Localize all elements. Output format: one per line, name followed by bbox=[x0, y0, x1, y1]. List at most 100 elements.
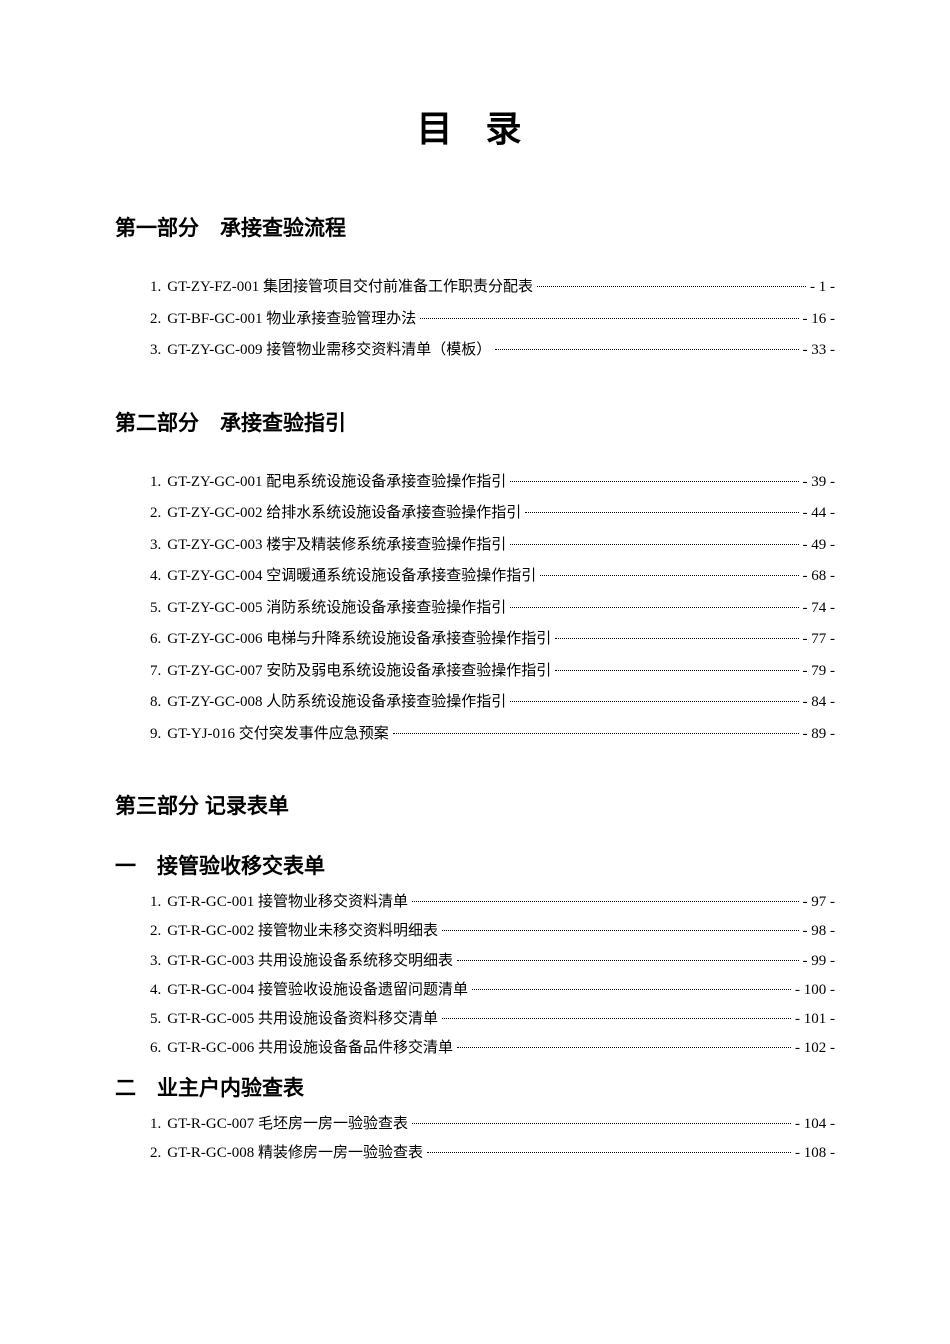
toc-text: GT-ZY-GC-006 电梯与升降系统设施设备承接查验操作指引 bbox=[167, 624, 551, 656]
toc-text: GT-R-GC-003 共用设施设备系统移交明细表 bbox=[167, 947, 453, 976]
toc-num: 2. bbox=[150, 498, 161, 530]
toc-dots bbox=[510, 481, 798, 482]
toc-dots bbox=[510, 544, 798, 545]
toc-text: GT-ZY-GC-008 人防系统设施设备承接查验操作指引 bbox=[167, 687, 506, 719]
toc-text: GT-BF-GC-001 物业承接查验管理办法 bbox=[167, 304, 416, 336]
toc-text: GT-R-GC-007 毛坯房一房一验验查表 bbox=[167, 1110, 408, 1139]
toc-item: 6. GT-R-GC-006 共用设施设备备品件移交清单 - 102 - bbox=[150, 1034, 835, 1063]
toc-dots bbox=[393, 733, 799, 734]
toc-dots bbox=[540, 575, 798, 576]
toc-dots bbox=[525, 512, 798, 513]
toc-text: GT-ZY-GC-009 接管物业需移交资料清单（模板） bbox=[167, 335, 491, 367]
toc-num: 1. bbox=[150, 888, 161, 917]
toc-dots bbox=[537, 286, 806, 287]
toc-page: - 79 - bbox=[803, 656, 836, 688]
toc-num: 1. bbox=[150, 272, 161, 304]
toc-item: 3. GT-ZY-GC-009 接管物业需移交资料清单（模板） - 33 - bbox=[150, 335, 835, 367]
toc-num: 6. bbox=[150, 1034, 161, 1063]
toc-item: 1. GT-R-GC-001 接管物业移交资料清单 - 97 - bbox=[150, 888, 835, 917]
toc-dots bbox=[457, 960, 799, 961]
section1-heading: 第一部分 承接查验流程 bbox=[115, 212, 835, 242]
toc-item: 6. GT-ZY-GC-006 电梯与升降系统设施设备承接查验操作指引 - 77… bbox=[150, 624, 835, 656]
page-title: 目 录 bbox=[115, 100, 835, 152]
toc-item: 3. GT-R-GC-003 共用设施设备系统移交明细表 - 99 - bbox=[150, 947, 835, 976]
toc-text: GT-ZY-GC-002 给排水系统设施设备承接查验操作指引 bbox=[167, 498, 521, 530]
toc-page: - 99 - bbox=[803, 947, 836, 976]
toc-text: GT-R-GC-005 共用设施设备资料移交清单 bbox=[167, 1005, 438, 1034]
toc-page: - 74 - bbox=[803, 593, 836, 625]
toc-item: 3. GT-ZY-GC-003 楼宇及精装修系统承接查验操作指引 - 49 - bbox=[150, 530, 835, 562]
toc-dots bbox=[442, 930, 799, 931]
toc-item: 4. GT-ZY-GC-004 空调暖通系统设施设备承接查验操作指引 - 68 … bbox=[150, 561, 835, 593]
toc-item: 7. GT-ZY-GC-007 安防及弱电系统设施设备承接查验操作指引 - 79… bbox=[150, 656, 835, 688]
section3-sub2-list: 1. GT-R-GC-007 毛坯房一房一验验查表 - 104 - 2. GT-… bbox=[115, 1110, 835, 1169]
toc-dots bbox=[555, 638, 798, 639]
toc-num: 8. bbox=[150, 687, 161, 719]
toc-text: GT-ZY-GC-001 配电系统设施设备承接查验操作指引 bbox=[167, 467, 506, 499]
toc-text: GT-ZY-GC-004 空调暖通系统设施设备承接查验操作指引 bbox=[167, 561, 536, 593]
toc-num: 7. bbox=[150, 656, 161, 688]
toc-num: 4. bbox=[150, 561, 161, 593]
toc-page: - 100 - bbox=[795, 976, 835, 1005]
toc-dots bbox=[495, 349, 798, 350]
toc-dots bbox=[420, 318, 798, 319]
toc-text: GT-ZY-FZ-001 集团接管项目交付前准备工作职责分配表 bbox=[167, 272, 533, 304]
toc-item: 1. GT-R-GC-007 毛坯房一房一验验查表 - 104 - bbox=[150, 1110, 835, 1139]
toc-item: 2. GT-R-GC-008 精装修房一房一验验查表 - 108 - bbox=[150, 1139, 835, 1168]
toc-text: GT-ZY-GC-005 消防系统设施设备承接查验操作指引 bbox=[167, 593, 506, 625]
toc-item: 1. GT-ZY-GC-001 配电系统设施设备承接查验操作指引 - 39 - bbox=[150, 467, 835, 499]
toc-num: 3. bbox=[150, 530, 161, 562]
toc-page: - 39 - bbox=[803, 467, 836, 499]
toc-text: GT-YJ-016 交付突发事件应急预案 bbox=[167, 719, 389, 751]
toc-num: 3. bbox=[150, 947, 161, 976]
toc-text: GT-R-GC-008 精装修房一房一验验查表 bbox=[167, 1139, 423, 1168]
toc-item: 2. GT-BF-GC-001 物业承接查验管理办法 - 16 - bbox=[150, 304, 835, 336]
toc-dots bbox=[510, 701, 798, 702]
toc-page: - 98 - bbox=[803, 917, 836, 946]
toc-num: 2. bbox=[150, 917, 161, 946]
toc-item: 5. GT-ZY-GC-005 消防系统设施设备承接查验操作指引 - 74 - bbox=[150, 593, 835, 625]
toc-page: - 33 - bbox=[803, 335, 836, 367]
toc-page: - 68 - bbox=[803, 561, 836, 593]
toc-dots bbox=[442, 1018, 791, 1019]
toc-dots bbox=[555, 670, 798, 671]
toc-page: - 16 - bbox=[803, 304, 836, 336]
toc-num: 3. bbox=[150, 335, 161, 367]
toc-item: 1. GT-ZY-FZ-001 集团接管项目交付前准备工作职责分配表 - 1 - bbox=[150, 272, 835, 304]
toc-page: - 104 - bbox=[795, 1110, 835, 1139]
section2-list: 1. GT-ZY-GC-001 配电系统设施设备承接查验操作指引 - 39 - … bbox=[115, 467, 835, 751]
section3-heading: 第三部分 记录表单 bbox=[115, 790, 835, 820]
toc-item: 5. GT-R-GC-005 共用设施设备资料移交清单 - 101 - bbox=[150, 1005, 835, 1034]
toc-num: 6. bbox=[150, 624, 161, 656]
toc-num: 5. bbox=[150, 1005, 161, 1034]
toc-dots bbox=[427, 1152, 791, 1153]
toc-item: 2. GT-R-GC-002 接管物业未移交资料明细表 - 98 - bbox=[150, 917, 835, 946]
toc-text: GT-R-GC-006 共用设施设备备品件移交清单 bbox=[167, 1034, 453, 1063]
toc-num: 1. bbox=[150, 467, 161, 499]
toc-dots bbox=[457, 1047, 791, 1048]
toc-item: 8. GT-ZY-GC-008 人防系统设施设备承接查验操作指引 - 84 - bbox=[150, 687, 835, 719]
toc-page: - 108 - bbox=[795, 1139, 835, 1168]
toc-page: - 49 - bbox=[803, 530, 836, 562]
toc-dots bbox=[412, 901, 799, 902]
toc-num: 2. bbox=[150, 1139, 161, 1168]
toc-num: 4. bbox=[150, 976, 161, 1005]
section3-sub1-heading: 一 接管验收移交表单 bbox=[115, 850, 835, 880]
toc-page: - 44 - bbox=[803, 498, 836, 530]
toc-num: 9. bbox=[150, 719, 161, 751]
toc-item: 4. GT-R-GC-004 接管验收设施设备遗留问题清单 - 100 - bbox=[150, 976, 835, 1005]
toc-num: 1. bbox=[150, 1110, 161, 1139]
toc-page: - 102 - bbox=[795, 1034, 835, 1063]
toc-text: GT-ZY-GC-007 安防及弱电系统设施设备承接查验操作指引 bbox=[167, 656, 551, 688]
toc-page: - 1 - bbox=[810, 272, 835, 304]
toc-page: - 84 - bbox=[803, 687, 836, 719]
section1-list: 1. GT-ZY-FZ-001 集团接管项目交付前准备工作职责分配表 - 1 -… bbox=[115, 272, 835, 367]
toc-item: 2. GT-ZY-GC-002 给排水系统设施设备承接查验操作指引 - 44 - bbox=[150, 498, 835, 530]
toc-text: GT-R-GC-001 接管物业移交资料清单 bbox=[167, 888, 408, 917]
toc-page: - 97 - bbox=[803, 888, 836, 917]
toc-dots bbox=[412, 1123, 791, 1124]
toc-text: GT-R-GC-004 接管验收设施设备遗留问题清单 bbox=[167, 976, 468, 1005]
toc-dots bbox=[472, 989, 791, 990]
toc-text: GT-ZY-GC-003 楼宇及精装修系统承接查验操作指引 bbox=[167, 530, 506, 562]
section3-sub1-list: 1. GT-R-GC-001 接管物业移交资料清单 - 97 - 2. GT-R… bbox=[115, 888, 835, 1064]
